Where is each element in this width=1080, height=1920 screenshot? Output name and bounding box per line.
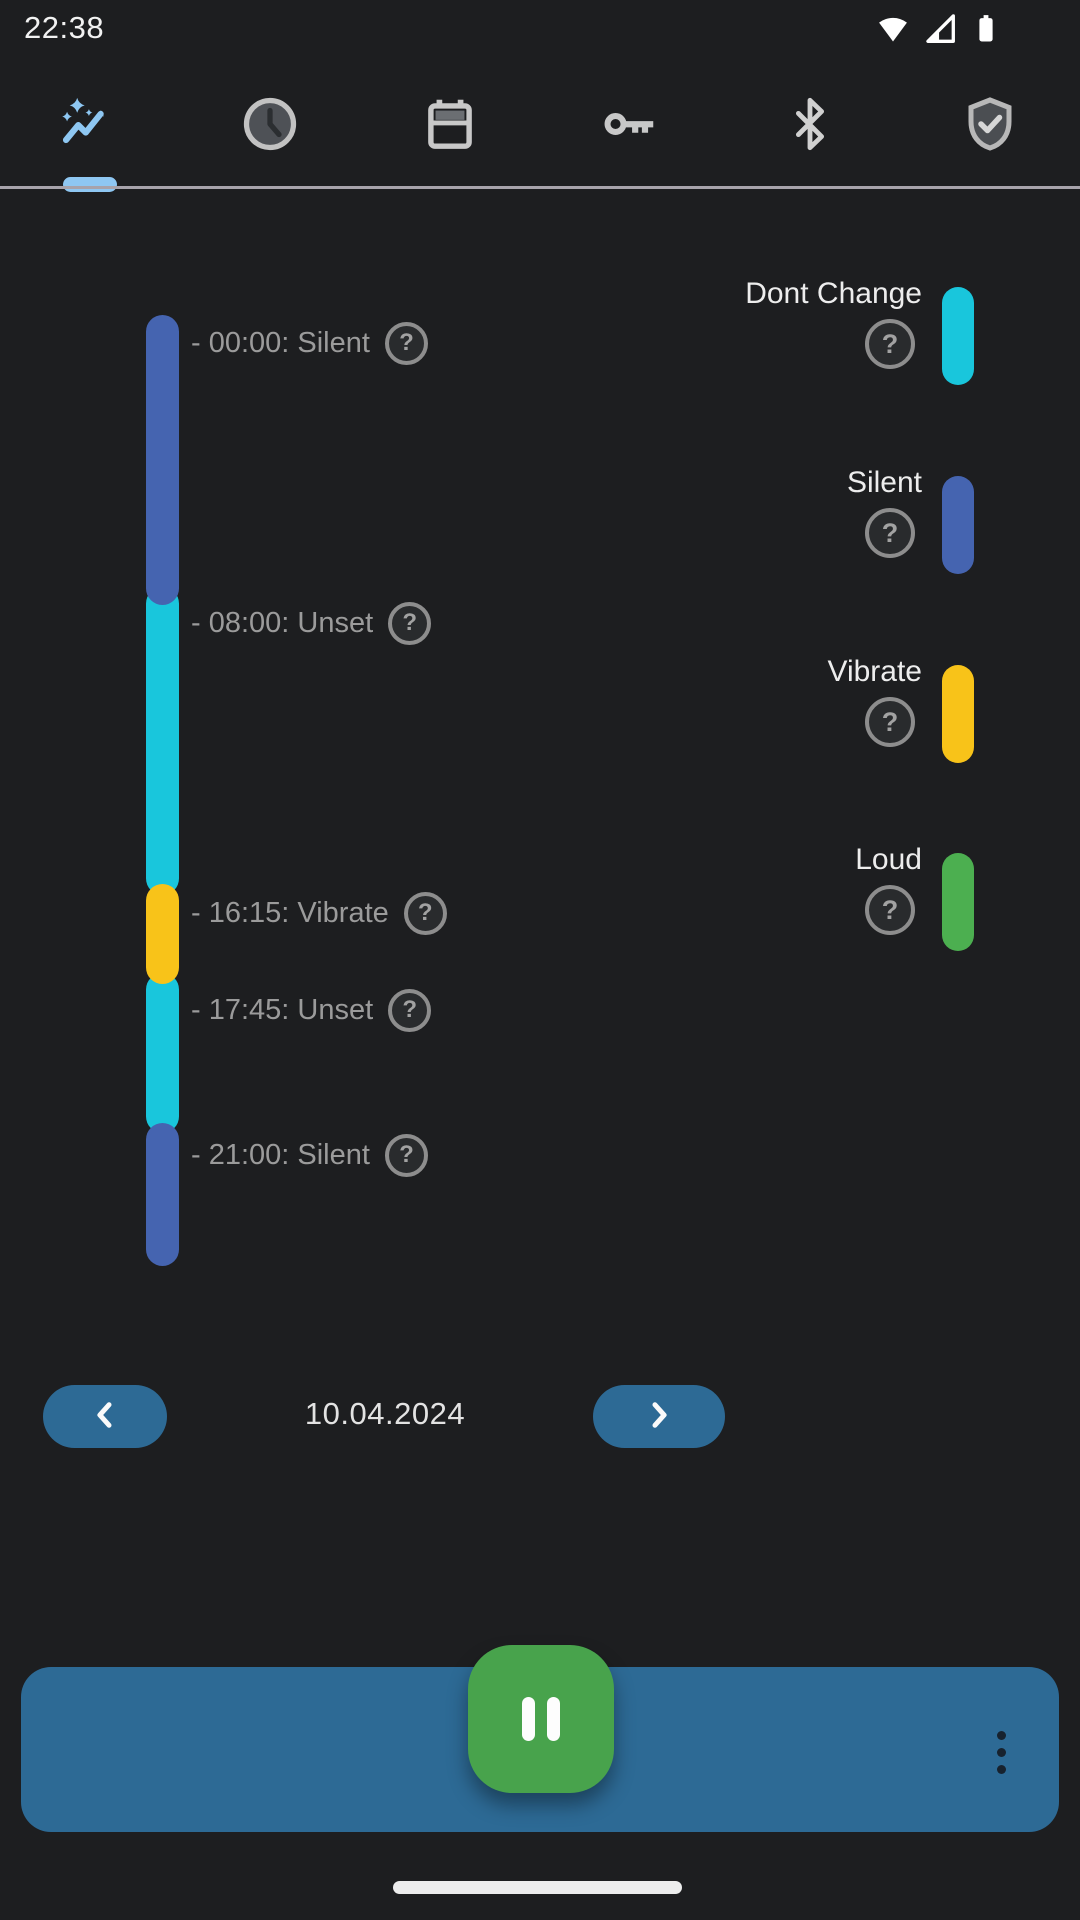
help-icon[interactable]: ? bbox=[865, 319, 915, 369]
help-icon[interactable]: ? bbox=[384, 321, 428, 365]
key-icon bbox=[599, 93, 661, 160]
cellular-signal-icon bbox=[921, 9, 959, 52]
legend-item: Dont Change ? bbox=[600, 277, 974, 389]
timeline-entry: - 08:00: Unset ? bbox=[191, 600, 432, 646]
timeline-segment bbox=[146, 884, 179, 984]
timeline-entry: - 16:15: Vibrate ? bbox=[191, 890, 447, 936]
help-icon[interactable]: ? bbox=[384, 1133, 428, 1177]
legend-color-pill bbox=[942, 665, 974, 763]
bluetooth-icon bbox=[781, 95, 839, 158]
tab-bluetooth-rules[interactable] bbox=[750, 88, 870, 164]
timeline-entry-label: - 21:00: Silent bbox=[191, 1138, 370, 1171]
selected-date: 10.04.2024 bbox=[304, 1396, 466, 1431]
timeline-entry-label: - 08:00: Unset bbox=[191, 606, 374, 639]
pause-icon bbox=[522, 1697, 535, 1741]
kebab-dot bbox=[996, 1764, 1006, 1774]
tab-bar-divider bbox=[0, 186, 1080, 189]
help-icon[interactable]: ? bbox=[865, 508, 915, 558]
wifi-icon bbox=[874, 9, 912, 52]
timeline-segment bbox=[146, 315, 179, 605]
pause-icon bbox=[547, 1697, 560, 1741]
legend-item: Silent ? bbox=[600, 466, 974, 578]
help-icon[interactable]: ? bbox=[865, 697, 915, 747]
kebab-dot bbox=[996, 1730, 1006, 1740]
tab-calendar-rules[interactable] bbox=[390, 88, 510, 164]
timeline-entry: - 17:45: Unset ? bbox=[191, 987, 432, 1033]
tab-time-rules[interactable] bbox=[210, 88, 330, 164]
status-icons bbox=[874, 10, 1004, 50]
help-icon[interactable]: ? bbox=[388, 988, 432, 1032]
legend-item: Loud ? bbox=[600, 843, 974, 955]
active-tab-indicator bbox=[63, 177, 117, 192]
timeline-entry: - 00:00: Silent ? bbox=[191, 320, 428, 366]
legend-label: Dont Change bbox=[745, 277, 922, 310]
calendar-icon bbox=[419, 93, 481, 160]
home-indicator[interactable] bbox=[393, 1881, 682, 1894]
status-clock: 22:38 bbox=[24, 10, 105, 45]
legend-color-pill bbox=[942, 287, 974, 385]
kebab-dot bbox=[996, 1747, 1006, 1757]
next-day-button[interactable] bbox=[593, 1385, 725, 1448]
timeline-segment bbox=[146, 973, 179, 1133]
timeline-segment bbox=[146, 587, 179, 895]
legend-item: Vibrate ? bbox=[600, 655, 974, 767]
help-icon[interactable]: ? bbox=[403, 891, 447, 935]
help-icon[interactable]: ? bbox=[388, 601, 432, 645]
clock-icon bbox=[240, 94, 300, 159]
legend-color-pill bbox=[942, 853, 974, 951]
help-icon[interactable]: ? bbox=[865, 885, 915, 935]
timeline-entry-label: - 16:15: Vibrate bbox=[191, 896, 389, 929]
chevron-right-icon bbox=[637, 1393, 681, 1440]
legend-label: Silent bbox=[846, 466, 922, 499]
tab-keywords[interactable] bbox=[570, 88, 690, 164]
pause-button[interactable] bbox=[468, 1645, 614, 1793]
legend-label: Vibrate bbox=[827, 655, 922, 688]
overflow-menu-button[interactable] bbox=[983, 1722, 1019, 1782]
timeline-segment bbox=[146, 1123, 179, 1266]
day-timeline-track bbox=[146, 315, 179, 1266]
battery-icon bbox=[968, 9, 1004, 52]
shield-check-icon bbox=[960, 94, 1020, 159]
tab-permissions[interactable] bbox=[930, 88, 1050, 164]
tab-profile-timeline[interactable] bbox=[30, 88, 150, 164]
legend-label: Loud bbox=[855, 843, 922, 876]
sparkle-chart-icon bbox=[58, 92, 122, 161]
chevron-left-icon bbox=[83, 1393, 127, 1440]
previous-day-button[interactable] bbox=[43, 1385, 167, 1448]
timeline-entry-label: - 17:45: Unset bbox=[191, 993, 374, 1026]
timeline-entry-label: - 00:00: Silent bbox=[191, 326, 370, 359]
timeline-entry: - 21:00: Silent ? bbox=[191, 1132, 428, 1178]
legend-color-pill bbox=[942, 476, 974, 574]
